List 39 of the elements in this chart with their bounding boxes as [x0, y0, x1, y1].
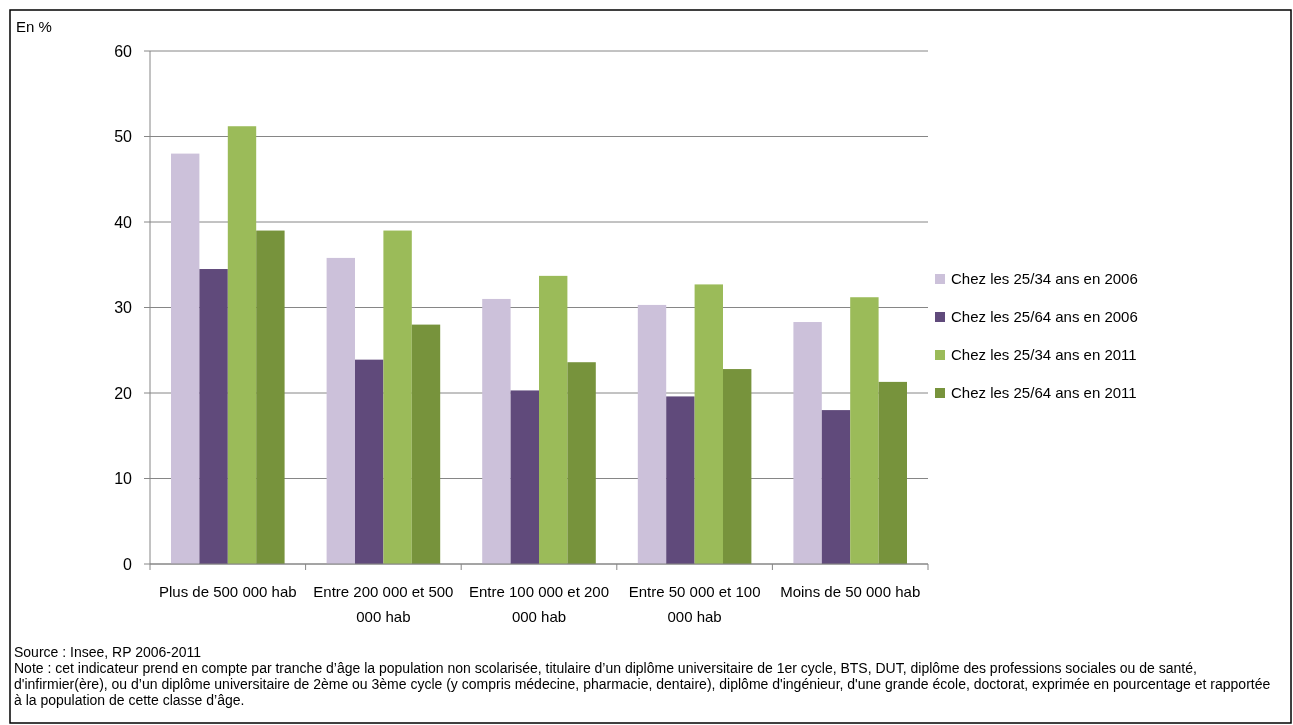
- y-tick-label: 20: [114, 384, 133, 402]
- y-axis-title: En %: [16, 18, 52, 35]
- legend-label: Chez les 25/64 ans en 2006: [951, 308, 1138, 326]
- bar: [694, 284, 723, 564]
- bar: [850, 297, 879, 564]
- y-tick-label: 30: [114, 299, 133, 317]
- bar: [171, 153, 200, 564]
- bar: [637, 304, 667, 564]
- y-tick-label: 60: [114, 42, 133, 60]
- x-tick-label: Plus de 500 000 hab: [158, 583, 297, 600]
- legend-label: Chez les 25/34 ans en 2011: [951, 346, 1137, 364]
- text: Note : cet indicateur prend en compte par tranche d’âge la population non scolarisée, titulaire d’un diplôme universitaire de 1er cycle, BTS, DUT, diplôme des professions sociales ou de santé, d'infirmier(ère), ou d’un diplôme universitaire de 2ème ou 3ème cycle (y compris médecine, pharmacie, dentaire), diplôme d'ingénieur, d'une grande école, doctorat, exprimée en pourcentage et rapportée à la population de cette classe d’âge.: [14, 660, 1271, 708]
- bar: [383, 230, 412, 564]
- bar: [411, 324, 441, 564]
- y-tick-label: 50: [114, 128, 133, 146]
- legend-label: Chez les 25/34 ans en 2006: [951, 270, 1138, 288]
- bar: [666, 396, 695, 564]
- bar: [355, 359, 384, 564]
- bar: [227, 126, 257, 564]
- bar: [821, 410, 851, 564]
- bar: [482, 298, 511, 564]
- bar: [539, 275, 568, 564]
- bar: [567, 362, 596, 564]
- x-tick-label: Entre 100 000 et 200 000 hab: [468, 583, 610, 625]
- source-note: Source : Insee, RP 2006-2011: [14, 644, 202, 660]
- bar: [793, 322, 822, 564]
- bar: [878, 381, 907, 564]
- bar: [510, 390, 539, 564]
- bar: [256, 230, 285, 564]
- y-tick-label: 40: [114, 213, 133, 231]
- bar: [723, 369, 752, 564]
- bar: [326, 257, 355, 564]
- x-tick-label: Entre 200 000 et 500 000 hab: [313, 583, 454, 625]
- bar: [199, 269, 228, 564]
- x-tick-label: Moins de 50 000 hab: [780, 583, 921, 600]
- legend-label: Chez les 25/64 ans en 2011: [951, 384, 1137, 402]
- y-tick-label: 10: [114, 470, 133, 488]
- y-tick-label: 0: [123, 555, 133, 573]
- x-tick-label: Entre 50 000 et 100 000 hab: [628, 583, 761, 625]
